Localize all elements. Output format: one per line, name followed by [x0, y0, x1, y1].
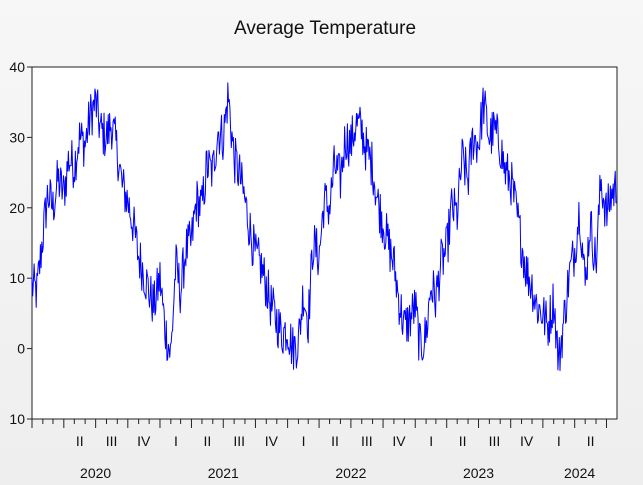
y-tick-label: 30	[9, 129, 25, 145]
x-quarter-label: II	[587, 433, 595, 449]
y-tick-label: 10	[9, 270, 25, 286]
x-year-label: 2023	[463, 465, 494, 481]
y-tick-label: 0	[17, 341, 25, 357]
y-axis: 10 0 10 20 30 40	[9, 59, 32, 427]
x-quarter-label: IV	[265, 433, 279, 449]
x-quarter-label: III	[361, 433, 373, 449]
y-tick-label: 10	[9, 411, 25, 427]
x-quarter-label: I	[302, 433, 306, 449]
x-quarter-label: III	[233, 433, 245, 449]
x-quarter-label: I	[557, 433, 561, 449]
x-year-label: 2020	[80, 465, 111, 481]
series-group	[31, 82, 617, 372]
x-quarter-label: III	[489, 433, 501, 449]
x-quarter-label: IV	[520, 433, 534, 449]
y-tick-label: 20	[9, 200, 25, 216]
x-quarter-label: II	[459, 433, 467, 449]
x-quarter-label: II	[76, 433, 84, 449]
x-quarter-label: II	[331, 433, 339, 449]
y-tick-label: 40	[9, 59, 25, 75]
x-quarter-label: III	[106, 433, 118, 449]
x-year-label: 2024	[564, 465, 595, 481]
series-line-0	[31, 82, 617, 372]
x-quarter-label: I	[174, 433, 178, 449]
chart-title: Average Temperature	[234, 18, 416, 39]
x-quarter-label: IV	[137, 433, 151, 449]
x-quarter-label: IV	[392, 433, 406, 449]
x-quarter-label: II	[203, 433, 211, 449]
plot-area	[31, 66, 618, 420]
x-year-label: 2021	[208, 465, 239, 481]
x-quarter-label: I	[429, 433, 433, 449]
x-year-label: 2022	[335, 465, 366, 481]
